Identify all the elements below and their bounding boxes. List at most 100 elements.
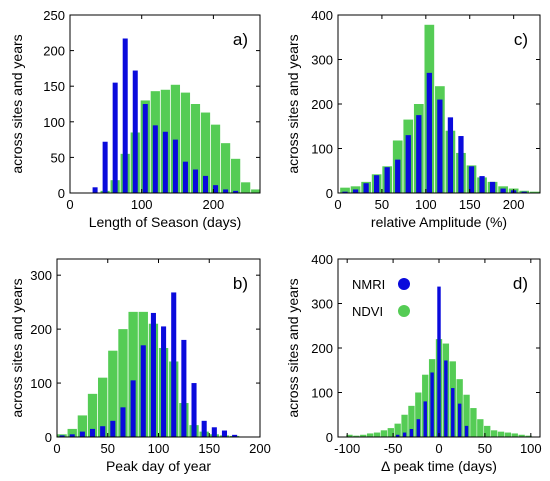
bar-green: [346, 434, 353, 437]
chart-panel-b: 0 50 100 150 200 0 100 200 300 Peak day of year ac…: [9, 258, 271, 474]
panel-label: a): [233, 30, 248, 49]
x-tick-label: 150: [459, 197, 481, 212]
y-tick-label: 200: [311, 341, 333, 356]
panel-label: d): [513, 274, 528, 293]
bar-green: [463, 394, 470, 437]
y-tick-label: 100: [311, 142, 333, 157]
x-axis-label: relative Amplitude (%): [371, 214, 507, 230]
bar-blue: [59, 435, 65, 437]
bar-green: [470, 408, 477, 437]
bar-green: [118, 329, 128, 437]
bar-green: [408, 405, 415, 437]
bar-blue: [192, 169, 198, 193]
bar-green: [366, 433, 374, 437]
x-tick-label: 100: [520, 441, 542, 456]
x-tick-label: 0: [435, 441, 442, 456]
bar-blue: [451, 388, 455, 437]
x-tick-label: 100: [131, 197, 153, 212]
chart-panel-d: -100 -50 0 50 100 0 100 200 300 400 Δ peak time (d…: [285, 252, 542, 474]
y-tick-label: 300: [30, 268, 52, 283]
bar-blue: [142, 104, 148, 193]
x-tick-label: 100: [415, 197, 437, 212]
y-tick-label: 0: [58, 186, 65, 201]
bar-green: [484, 425, 491, 438]
bar-blue: [162, 131, 168, 193]
x-tick-label: -50: [384, 441, 403, 456]
bar-green: [387, 428, 394, 437]
bar-blue: [402, 432, 407, 437]
bar-blue: [464, 425, 469, 438]
x-tick-label: 0: [334, 197, 341, 212]
y-tick-label: 400: [311, 252, 333, 267]
x-axis-label: Δ peak time (days): [381, 458, 497, 474]
bar-green: [401, 414, 408, 437]
x-tick-label: 50: [101, 441, 115, 456]
bar-blue: [352, 189, 359, 193]
legend-label: NMRI: [352, 277, 385, 292]
bar-green: [415, 392, 422, 437]
x-axis-label: Peak day of year: [106, 458, 211, 474]
bar-green: [477, 419, 484, 437]
chart-panel-c: 0 50 100 150 200 0 100 200 300 400 relative Amplit…: [285, 8, 541, 230]
bar-blue: [223, 189, 229, 193]
bar-blue: [444, 360, 448, 437]
bar-green: [170, 84, 181, 193]
y-axis-label: across sites and years: [285, 278, 301, 417]
bar-blue: [437, 99, 443, 193]
bar-blue: [182, 161, 188, 193]
bar-green: [394, 423, 401, 437]
bar-blue: [211, 427, 217, 437]
bar-green: [504, 432, 512, 437]
bar-blue: [181, 339, 187, 437]
bar-blue: [171, 292, 177, 437]
bar-blue: [395, 434, 400, 437]
bar-blue: [384, 167, 390, 193]
y-tick-label: 50: [51, 150, 65, 165]
x-tick-label: 100: [148, 441, 170, 456]
y-tick-label: 150: [43, 79, 65, 94]
bar-blue: [203, 175, 209, 193]
bar-blue: [468, 166, 475, 193]
bar-blue: [100, 426, 106, 437]
y-axis-label: across sites and years: [9, 34, 25, 173]
bar-green: [210, 124, 221, 193]
bar-blue: [405, 135, 411, 193]
y-axis-label: across sites and years: [285, 34, 301, 173]
bar-blue: [161, 326, 167, 437]
bar-blue: [374, 175, 380, 193]
bar-green: [190, 104, 201, 193]
bar-blue: [89, 428, 96, 437]
bar-blue: [150, 312, 156, 437]
y-tick-label: 0: [45, 430, 52, 445]
bar-blue: [102, 141, 108, 193]
bar-green: [67, 428, 77, 437]
bar-green: [380, 430, 388, 437]
panel-label: b): [233, 274, 248, 293]
bar-blue: [79, 431, 85, 437]
y-tick-label: 200: [311, 97, 333, 112]
bar-green: [241, 182, 251, 193]
x-tick-label: 150: [198, 441, 220, 456]
bar-green: [231, 158, 241, 193]
bar-blue: [426, 72, 432, 193]
bar-blue: [416, 115, 422, 194]
bar-blue: [110, 420, 116, 437]
y-tick-label: 0: [326, 430, 333, 445]
bar-green: [490, 430, 498, 437]
bar-blue: [363, 183, 369, 193]
x-tick-label: -100: [334, 441, 360, 456]
y-tick-label: 0: [326, 186, 333, 201]
bar-green: [340, 187, 350, 193]
bar-blue: [201, 420, 207, 437]
bar-green: [108, 350, 118, 437]
axes-frame: [69, 14, 261, 194]
bar-blue: [221, 430, 228, 437]
bar-blue: [430, 372, 434, 437]
bar-blue: [447, 117, 454, 193]
bar-blue: [342, 191, 348, 193]
bar-green: [200, 112, 211, 193]
y-tick-label: 200: [30, 322, 52, 337]
bar-blue: [458, 136, 464, 193]
bar-blue: [395, 159, 401, 194]
bar-green: [497, 431, 505, 437]
